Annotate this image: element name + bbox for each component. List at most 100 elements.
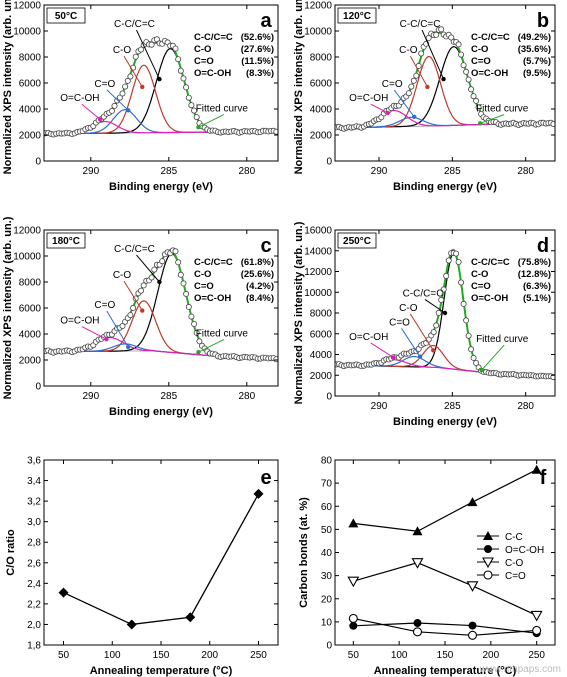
y-tick-label: 10000 xyxy=(13,252,41,263)
data-point xyxy=(470,93,477,100)
data-point xyxy=(463,317,470,324)
data-point xyxy=(455,41,462,48)
y-tick-label: 12000 xyxy=(13,1,41,12)
data-point-circle-open xyxy=(483,570,493,580)
data-point xyxy=(153,36,160,43)
series-line xyxy=(353,562,537,616)
legend-label: O=C-OH xyxy=(505,545,544,556)
y-tick-label: 12000 xyxy=(304,1,332,12)
x-tick-label: 200 xyxy=(201,650,218,661)
annotation-arrow-head xyxy=(417,354,423,359)
temperature-box-frame xyxy=(337,232,377,249)
temperature-label: 180°C xyxy=(52,236,80,247)
data-point xyxy=(475,104,482,111)
composition-name: C-O xyxy=(471,44,488,55)
y-tick-label: 3,0 xyxy=(27,517,41,528)
data-point xyxy=(127,73,134,80)
plot-frame xyxy=(43,229,279,387)
composition-name: O=C-OH xyxy=(194,68,231,79)
data-point xyxy=(438,296,445,303)
composition-value: (75.8%) xyxy=(518,257,551,268)
data-point xyxy=(413,72,420,79)
data-point-triangle xyxy=(467,497,478,507)
data-point xyxy=(180,75,187,82)
annotation-arrow xyxy=(480,114,505,124)
annotation-arrow-head xyxy=(391,355,396,360)
data-point xyxy=(122,83,129,90)
temperature-label: 120°C xyxy=(343,11,371,22)
y-tick-label: 12000 xyxy=(13,226,41,237)
data-point xyxy=(148,41,155,48)
y-tick-label: 2,2 xyxy=(27,599,41,610)
data-point xyxy=(132,53,139,60)
data-point-triangle-open xyxy=(482,557,494,569)
data-point xyxy=(119,322,126,329)
legend-label: C-C xyxy=(505,532,523,543)
composition-name: C-O xyxy=(194,269,211,280)
annotation-arrow-head xyxy=(479,367,484,373)
annotation-arrow-head xyxy=(425,84,430,90)
annotation-label: Fitted curve xyxy=(476,104,529,115)
data-point-circle xyxy=(468,621,477,630)
annotation-arrow xyxy=(424,298,446,314)
annotation-arrow xyxy=(409,55,428,88)
x-tick-label: 100 xyxy=(104,650,121,661)
annotation-arrow-head xyxy=(126,108,131,113)
y-axis-label: Normalized XPS intensity (arb. un.) xyxy=(293,0,305,174)
data-point xyxy=(148,274,155,281)
data-point-triangle-open xyxy=(466,581,479,592)
composition-name: O=C-OH xyxy=(471,68,508,79)
data-point-circle-open xyxy=(467,630,478,640)
annotation-label: Fitted curve xyxy=(476,334,529,345)
peak-curve xyxy=(335,55,555,129)
data-point xyxy=(273,128,278,135)
x-tick-label: 280 xyxy=(517,401,534,412)
plot-frame xyxy=(43,459,279,646)
data-point xyxy=(193,114,200,121)
data-point-circle-open xyxy=(348,613,358,623)
plot-area xyxy=(335,26,555,132)
data-point-circle-open xyxy=(412,627,423,637)
y-axis-label: Normalized XPS intensity (arb. un.) xyxy=(2,216,14,399)
x-axis-label: Annealing temperature (°C) xyxy=(374,665,517,677)
x-tick-label: 290 xyxy=(371,166,388,177)
annotation-arrow xyxy=(123,55,143,88)
x-tick-label: 150 xyxy=(153,650,170,661)
composition-value: (6.3%) xyxy=(523,281,551,292)
annotation-arrow-head xyxy=(157,279,162,285)
y-tick-label: 12000 xyxy=(304,267,332,278)
ratio-panel-e: 50 100 150 200 250 1,8 2,0 2,2 2,4 2,6 2,8 3,0 3,2 3,… xyxy=(5,456,279,677)
legend-label: C=O xyxy=(505,571,526,582)
legend-label: C-O xyxy=(505,558,524,569)
data-point xyxy=(196,338,203,345)
data-point xyxy=(405,90,412,97)
data-point xyxy=(185,303,192,310)
panel-letter: d xyxy=(537,235,549,257)
data-point xyxy=(435,309,442,316)
temperature-label: 50°C xyxy=(55,11,77,22)
temperature-box: 120°C xyxy=(337,7,377,24)
y-tick-label: 30 xyxy=(321,571,333,582)
annotation-arrow-head xyxy=(104,337,109,342)
data-point xyxy=(185,94,192,101)
annotation-arrow xyxy=(421,29,444,80)
composition-value: (49.2%) xyxy=(518,32,551,43)
data-point xyxy=(425,34,432,41)
data-point xyxy=(140,282,147,289)
y-tick-label: 2,8 xyxy=(27,538,41,549)
data-point-diamond xyxy=(185,612,196,623)
y-tick-label: 2000 xyxy=(310,131,333,142)
x-axis-label: Binding energy (eV) xyxy=(393,181,497,193)
y-tick-label: 80 xyxy=(321,456,333,467)
data-point xyxy=(453,250,460,257)
data-point xyxy=(177,271,184,278)
composition-value: (25.6%) xyxy=(241,269,274,280)
y-axis-label: Normalized XPS intensity (arb. un.) xyxy=(293,221,305,404)
y-tick-label: 4000 xyxy=(310,350,333,361)
x-tick-label: 285 xyxy=(160,166,177,177)
y-tick-label: 1,8 xyxy=(27,641,41,652)
data-point xyxy=(463,68,470,75)
composition-name: C=O xyxy=(471,56,491,67)
y-axis-label: Carbon bonds (at. %) xyxy=(298,497,310,608)
